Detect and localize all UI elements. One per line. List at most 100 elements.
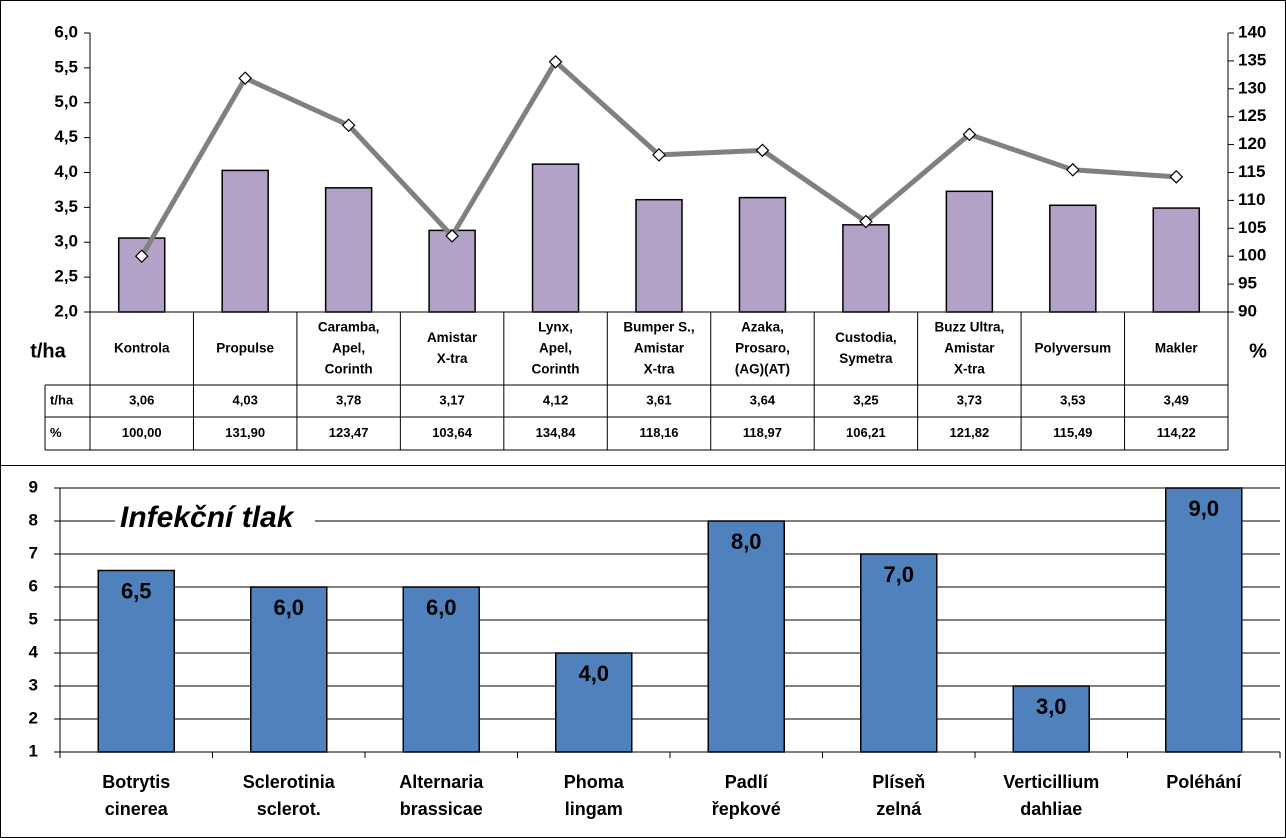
x-tick-label: Amistar — [634, 341, 685, 356]
x-tick-label: X-tra — [437, 351, 468, 366]
y-tick-label: 5,0 — [54, 92, 78, 111]
table-cell: 118,16 — [639, 425, 678, 440]
data-label: 8,0 — [731, 529, 762, 554]
x-tick-label: Lynx, — [538, 320, 573, 335]
y2-tick-label: 95 — [1238, 274, 1257, 293]
bar — [221, 169, 269, 313]
data-label: 7,0 — [883, 562, 914, 587]
marker — [1065, 162, 1080, 177]
bar — [555, 652, 633, 753]
y-tick-label: 3,5 — [54, 197, 78, 216]
x-tick-label: Botrytis — [102, 772, 170, 792]
chart-title: Infekční tlak — [120, 501, 295, 534]
x-tick-label: Symetra — [839, 351, 893, 366]
marker — [238, 71, 253, 86]
bar — [1165, 487, 1243, 753]
y-axis-label: t/ha — [30, 340, 66, 362]
y-tick-label: 9 — [29, 477, 38, 496]
table-cell: 100,00 — [122, 425, 162, 440]
marker — [548, 54, 563, 69]
bar — [428, 229, 476, 313]
data-label: 6,0 — [273, 595, 304, 620]
x-tick-label: Plíseň — [872, 772, 925, 792]
bar — [707, 520, 785, 753]
y-tick-label: 3 — [29, 675, 38, 694]
marker — [1169, 170, 1184, 184]
x-tick-label: dahliae — [1020, 799, 1082, 819]
y-tick-label: 6 — [29, 576, 38, 595]
table-cell: 4,03 — [233, 392, 258, 407]
table-cell: 115,49 — [1053, 425, 1092, 440]
x-tick-label: Azaka, — [741, 320, 784, 335]
table-cell: 123,47 — [329, 425, 369, 440]
data-label: 6,0 — [426, 595, 457, 620]
data-label: 4,0 — [578, 661, 609, 686]
x-tick-label: Amistar — [427, 330, 478, 345]
marker — [652, 148, 666, 162]
x-tick-label: zelná — [876, 799, 922, 819]
y-tick-label: 5 — [29, 609, 38, 628]
bar — [324, 187, 373, 313]
x-tick-label: Padlí — [725, 772, 769, 792]
bar — [860, 553, 938, 753]
table-cell: 121,82 — [949, 425, 989, 440]
bar — [1049, 204, 1097, 313]
x-tick-label: Propulse — [216, 341, 274, 356]
y-tick-label: 1 — [29, 741, 38, 760]
y2-axis-label: % — [1249, 340, 1267, 362]
table-cell: 4,12 — [543, 392, 568, 407]
table-cell: 3,64 — [750, 392, 776, 407]
y-tick-label: 4 — [29, 642, 39, 661]
y-tick-label: 7 — [29, 543, 38, 562]
bar — [945, 190, 994, 313]
bar — [531, 163, 580, 313]
x-tick-label: Poléhání — [1166, 772, 1242, 792]
x-tick-label: X-tra — [954, 362, 985, 377]
x-tick-label: brassicae — [400, 799, 483, 819]
table-cell: 3,06 — [129, 392, 154, 407]
x-tick-label: Verticillium — [1003, 772, 1099, 792]
table-cell: 3,25 — [853, 392, 878, 407]
y2-tick-label: 90 — [1238, 301, 1257, 320]
bar — [635, 198, 683, 313]
y2-tick-label: 130 — [1238, 78, 1266, 97]
bar — [117, 237, 166, 313]
x-tick-label: Apel, — [539, 341, 572, 356]
table-cell: 118,97 — [743, 425, 782, 440]
x-tick-label: Caramba, — [318, 320, 380, 335]
x-tick-label: Phoma — [564, 772, 625, 792]
y2-tick-label: 120 — [1238, 134, 1266, 153]
bar — [402, 586, 480, 753]
x-tick-label: Sclerotinia — [243, 772, 336, 792]
marker — [962, 127, 977, 142]
x-tick-label: Apel, — [332, 341, 365, 356]
data-label: 6,5 — [121, 578, 152, 603]
x-tick-label: Corinth — [325, 362, 373, 377]
bar — [1012, 685, 1090, 753]
y2-tick-label: 110 — [1238, 190, 1265, 209]
bar — [1152, 207, 1201, 313]
marker — [341, 118, 356, 133]
x-tick-label: lingam — [565, 799, 623, 819]
y2-tick-label: 125 — [1238, 106, 1266, 125]
y-tick-label: 6,0 — [54, 22, 78, 41]
y-tick-label: 2 — [29, 708, 38, 727]
y-tick-label: 4,5 — [54, 127, 78, 146]
x-tick-label: Buzz Ultra, — [934, 320, 1004, 335]
data-label: 3,0 — [1036, 694, 1067, 719]
x-tick-label: Corinth — [532, 362, 580, 377]
y-tick-label: 2,0 — [54, 301, 78, 320]
y-tick-label: 4,0 — [54, 162, 78, 181]
table-cell: 3,73 — [957, 392, 982, 407]
marker — [859, 214, 873, 229]
x-tick-label: Polyversum — [1035, 341, 1112, 356]
bar — [842, 224, 890, 313]
y-tick-label: 3,0 — [54, 232, 78, 251]
table-cell: 3,17 — [439, 392, 464, 407]
table-row-label: % — [50, 425, 62, 440]
x-tick-label: Amistar — [944, 341, 995, 356]
y2-tick-label: 115 — [1238, 162, 1265, 181]
x-tick-label: Bumper S., — [623, 320, 694, 335]
